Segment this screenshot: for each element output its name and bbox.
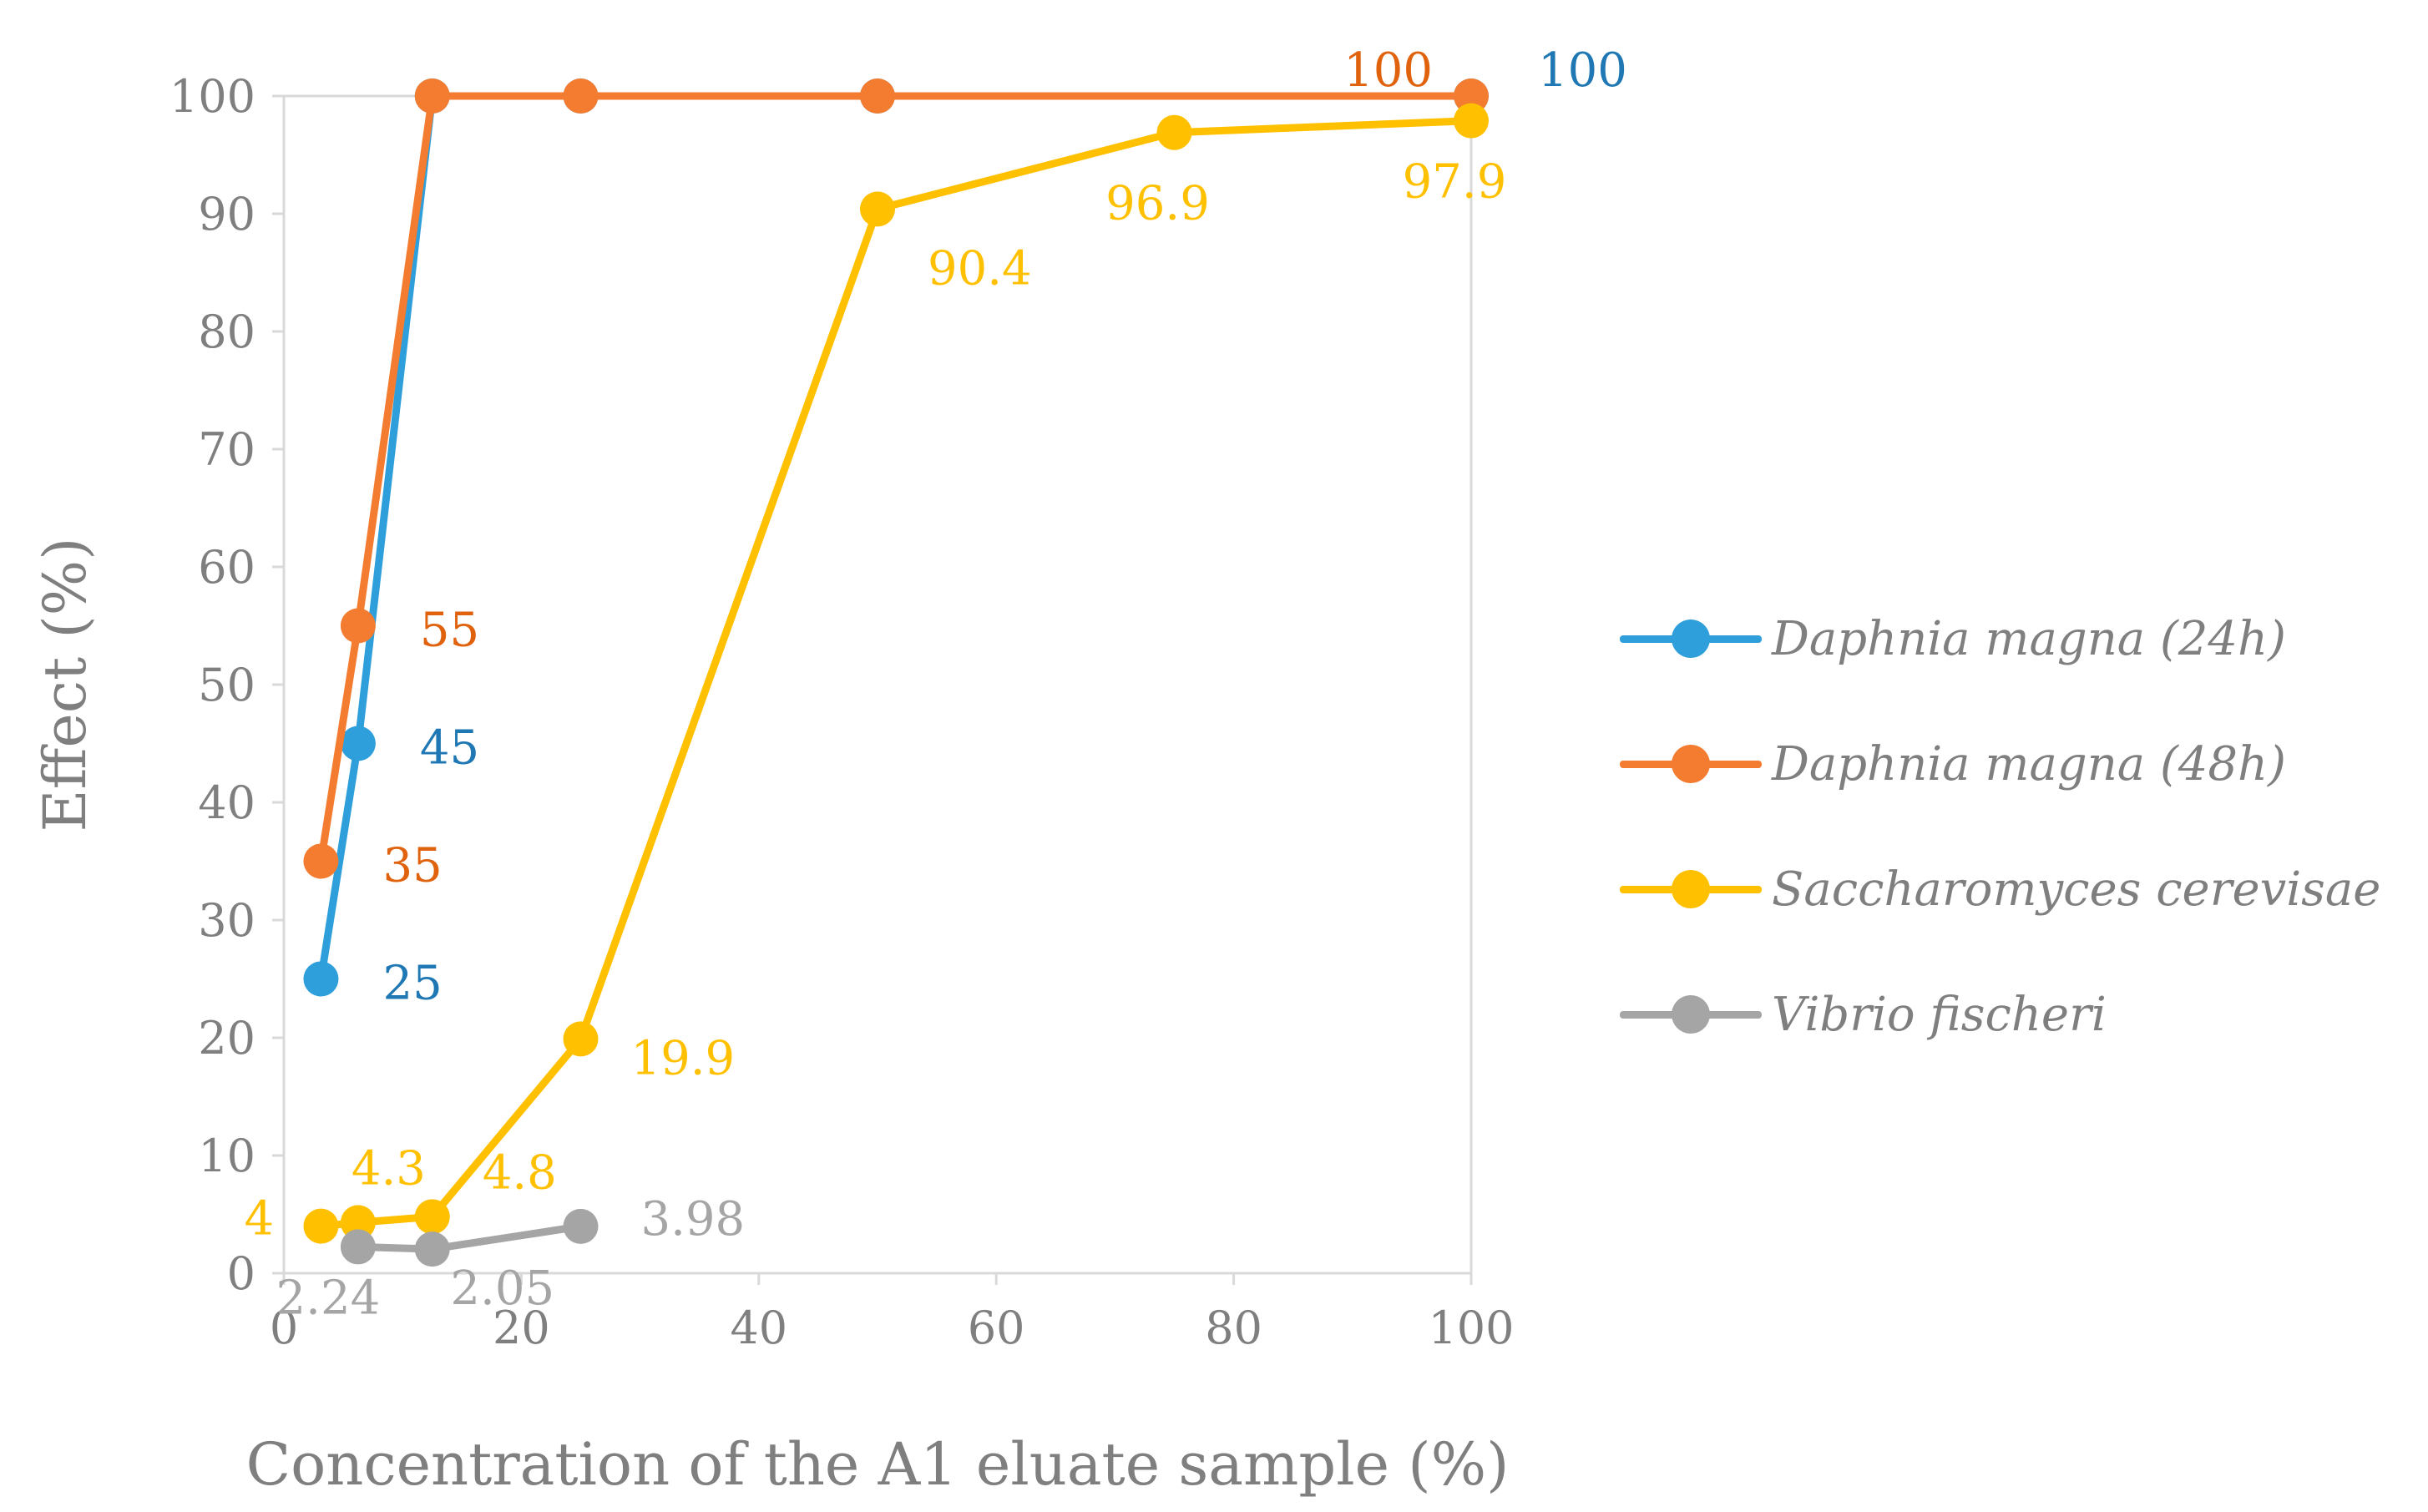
data-point[interactable] [340, 726, 376, 761]
legend-marker [1672, 870, 1710, 908]
legend-swatch [1620, 989, 1762, 1039]
series-line [316, 117, 1475, 1231]
y-tick-label: 40 [198, 776, 255, 829]
data-point[interactable] [414, 1231, 450, 1267]
data-point[interactable] [1454, 78, 1489, 114]
x-tick-label: 0 [270, 1302, 298, 1354]
legend-item[interactable]: Daphnia magna (24h) [1620, 576, 2421, 701]
x-tick-label: 80 [1205, 1302, 1262, 1354]
data-label: 96.9 [1105, 177, 1210, 231]
x-tick-label: 100 [1428, 1302, 1514, 1354]
data-label: 100 [1343, 43, 1433, 98]
legend-swatch [1620, 614, 1762, 664]
data-label: 97.9 [1403, 155, 1507, 210]
legend-marker [1672, 745, 1710, 783]
y-tick-label: 60 [198, 541, 255, 594]
y-tick-label: 80 [198, 306, 255, 358]
data-point[interactable] [563, 1021, 599, 1057]
legend-marker [1672, 619, 1710, 658]
data-label: 4 [244, 1192, 274, 1247]
legend: Daphnia magna (24h) Daphnia magna (48h) … [1620, 576, 2421, 1077]
y-tick-label: 0 [227, 1247, 255, 1300]
legend-label: Daphnia magna (24h) [1772, 611, 2286, 666]
data-label: 2.24 [276, 1271, 381, 1325]
data-point[interactable] [860, 191, 895, 227]
y-axis-title: Effect (%) [31, 538, 99, 832]
legend-item[interactable]: Vibrio fischeri [1620, 952, 2421, 1077]
data-label: 25 [382, 957, 442, 1011]
legend-marker [1672, 995, 1710, 1034]
series-line [316, 92, 1475, 865]
y-tick-label: 70 [198, 423, 255, 476]
y-tick-label: 20 [198, 1012, 255, 1064]
legend-swatch [1620, 864, 1762, 914]
legend-item[interactable]: Saccharomyces cerevisae [1620, 827, 2421, 952]
data-point[interactable] [303, 843, 339, 879]
x-tick-label: 40 [730, 1302, 787, 1354]
data-label: 45 [420, 721, 479, 776]
plot-frame [282, 94, 1473, 1275]
y-tick-label: 50 [198, 659, 255, 711]
series-line [316, 92, 1475, 983]
y-tick-label: 10 [198, 1130, 255, 1182]
data-label: 4.3 [352, 1141, 426, 1196]
x-tick-label: 60 [968, 1302, 1025, 1354]
data-point[interactable] [1454, 103, 1489, 139]
y-tick-label: 30 [198, 894, 255, 947]
data-label: 100 [1538, 43, 1627, 98]
legend-swatch [1620, 739, 1762, 789]
data-label: 55 [420, 604, 479, 658]
x-tick-label: 20 [493, 1302, 550, 1354]
data-label: 2.05 [450, 1262, 554, 1316]
data-point[interactable] [1156, 114, 1192, 150]
data-point[interactable] [340, 608, 376, 644]
data-point[interactable] [414, 1199, 450, 1235]
data-label: 90.4 [928, 241, 1032, 296]
data-point[interactable] [340, 1205, 376, 1241]
data-point[interactable] [340, 1229, 376, 1265]
data-point[interactable] [860, 78, 895, 114]
legend-label: Vibrio fischeri [1772, 987, 2107, 1042]
data-label: 35 [382, 839, 442, 893]
y-tick-label: 90 [198, 188, 255, 240]
legend-label: Daphnia magna (48h) [1772, 736, 2286, 791]
x-axis-title: Concentration of the A1 eluate sample (%… [246, 1430, 1510, 1499]
data-label: 3.98 [641, 1192, 746, 1247]
legend-item[interactable]: Daphnia magna (48h) [1620, 701, 2421, 827]
data-label: 19.9 [631, 1031, 736, 1085]
data-point[interactable] [563, 78, 599, 114]
legend-label: Saccharomyces cerevisae [1772, 862, 2381, 917]
data-point[interactable] [563, 1208, 599, 1244]
y-tick-label: 100 [169, 70, 255, 123]
data-point[interactable] [303, 961, 339, 997]
series-line [354, 1222, 584, 1253]
data-label: 4.8 [483, 1145, 557, 1200]
data-point[interactable] [414, 78, 450, 114]
data-point[interactable] [303, 1208, 339, 1244]
